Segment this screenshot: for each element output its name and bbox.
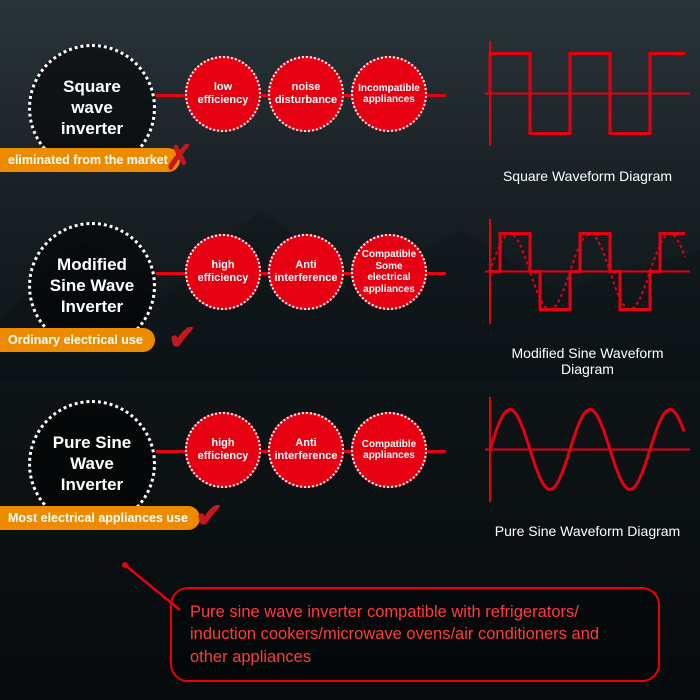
check-icon: ✔ [168, 318, 197, 358]
waveform-diagram [485, 36, 690, 151]
waveform-label: Square Waveform Diagram [485, 168, 690, 184]
feature-circle: Antiinterference [268, 412, 344, 488]
feature-circle: highefficiency [185, 412, 261, 488]
callout-pointer [120, 560, 200, 620]
callout-text: Pure sine wave inverter compatible with … [190, 603, 599, 666]
feature-circle: Antiinterference [268, 234, 344, 310]
feature-circle: CompatibleSome electricalappliances [351, 234, 427, 310]
status-tag: eliminated from the market [0, 148, 180, 172]
status-tag: Ordinary electrical use [0, 328, 155, 352]
feature-circle: Compatibleappliances [351, 412, 427, 488]
waveform-label: Pure Sine Waveform Diagram [485, 523, 690, 539]
waveform-diagram [485, 214, 690, 329]
feature-circle: noisedisturbance [268, 56, 344, 132]
cross-icon: ✗ [165, 138, 194, 178]
feature-circle: highefficiency [185, 234, 261, 310]
feature-circle: lowefficiency [185, 56, 261, 132]
callout-box: Pure sine wave inverter compatible with … [170, 587, 660, 682]
waveform-diagram [485, 392, 690, 507]
status-tag: Most electrical appliances use [0, 506, 200, 530]
waveform-label: Modified Sine Waveform Diagram [485, 345, 690, 377]
check-icon: ✔ [195, 496, 224, 536]
feature-circle: Incompatibleappliances [351, 56, 427, 132]
